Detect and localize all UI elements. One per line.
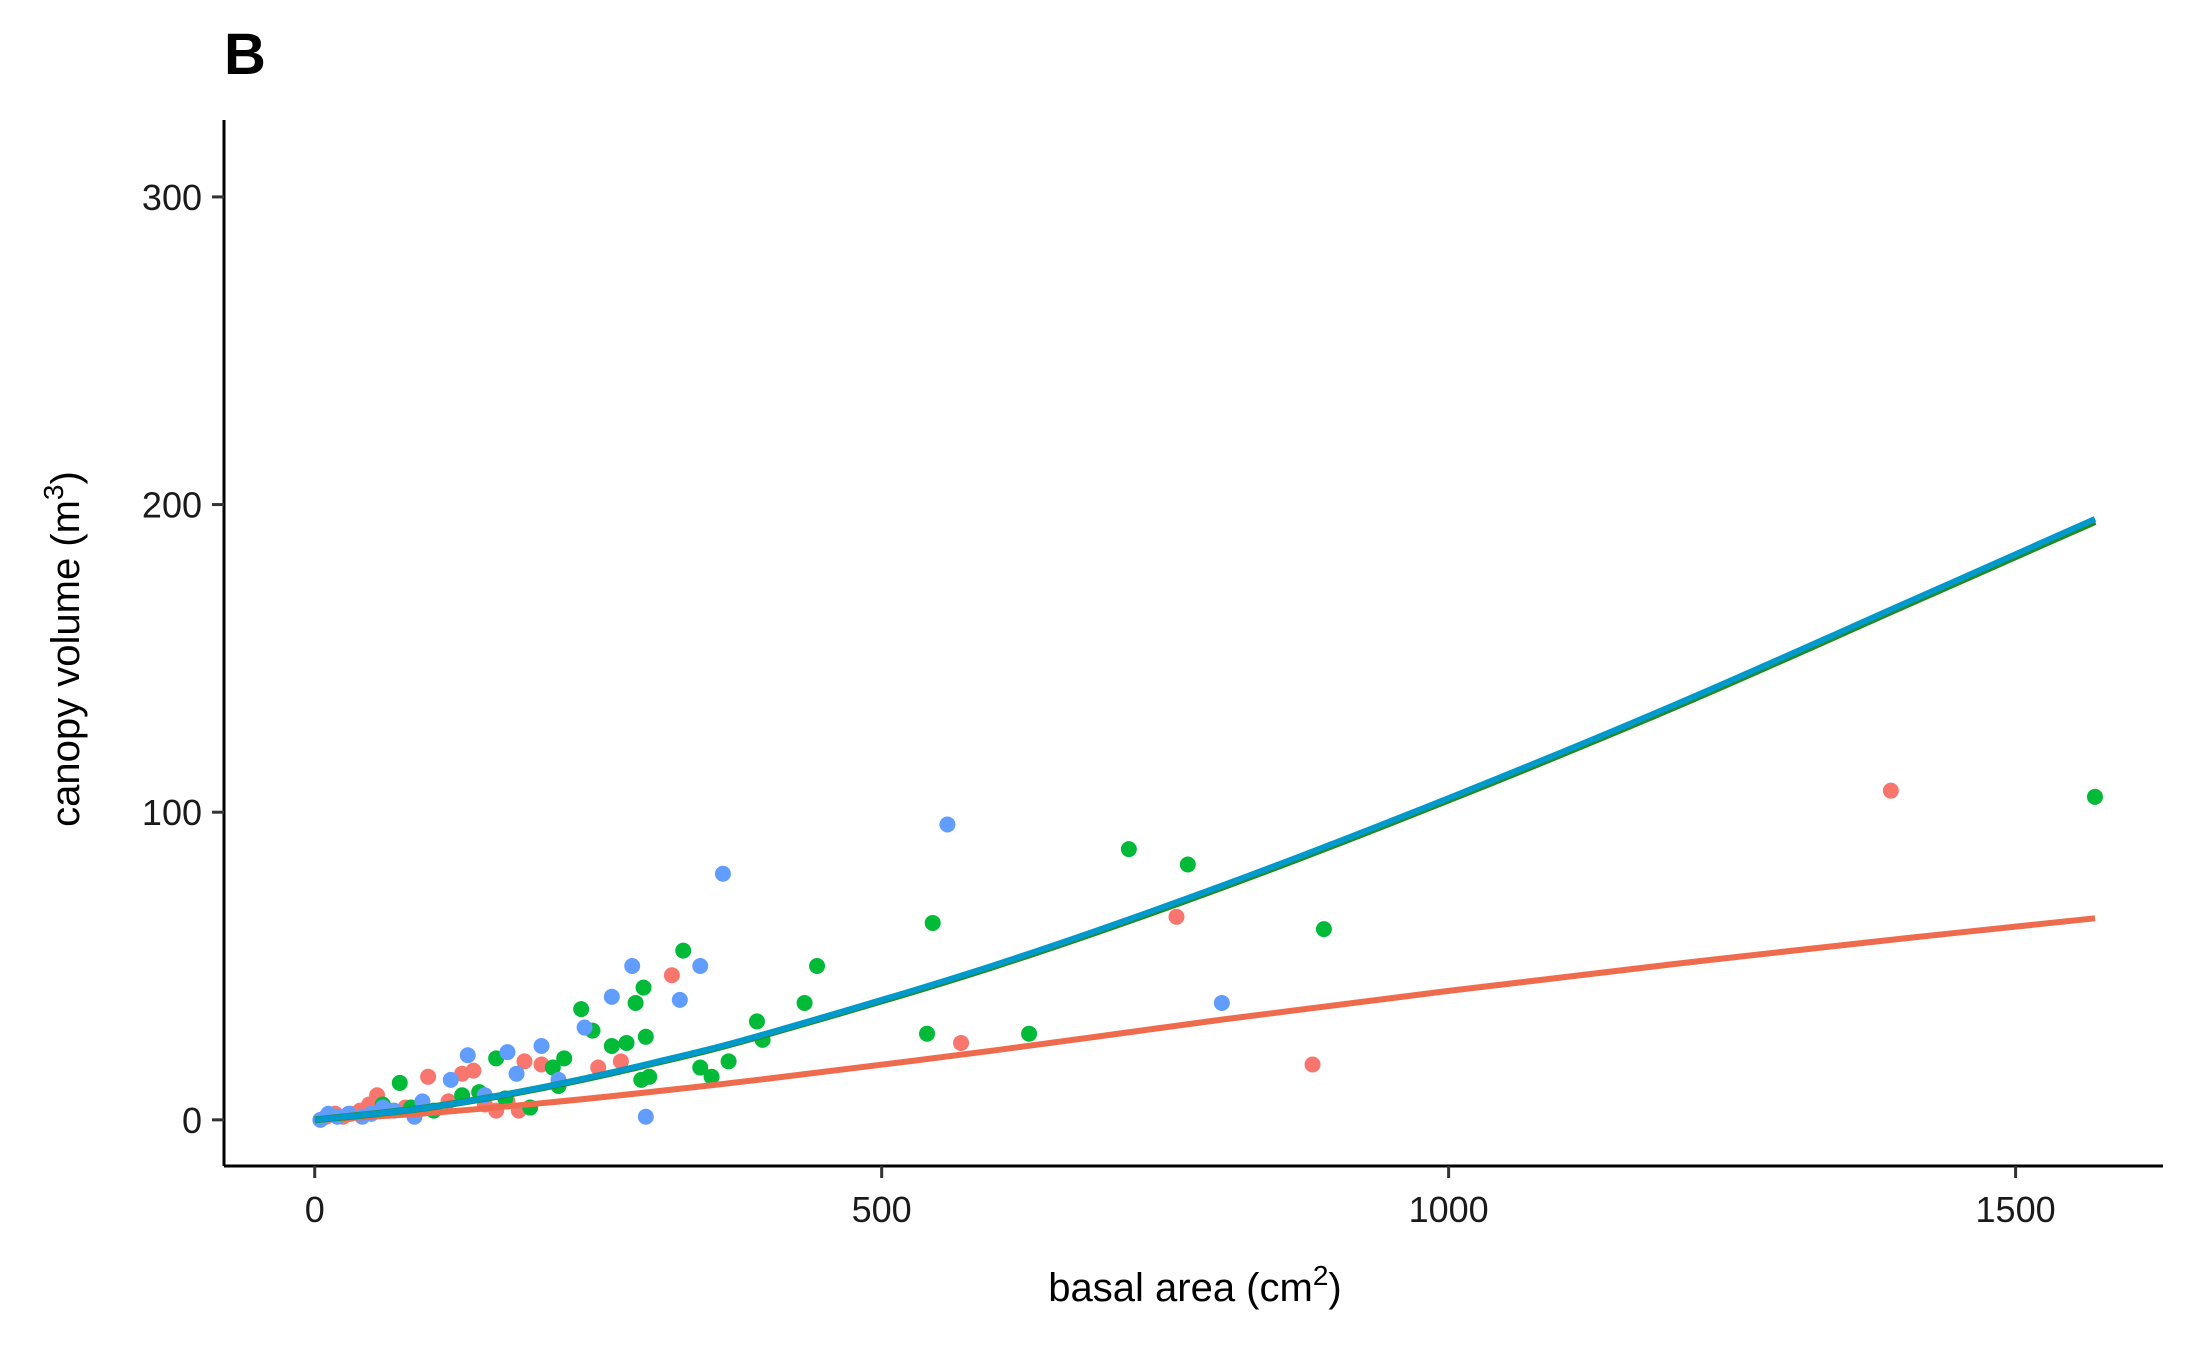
- x-axis-title-superscript: 2: [1313, 1260, 1329, 1291]
- data-point: [391, 1074, 408, 1091]
- x-axis-title-text: basal area (cm: [1048, 1266, 1313, 1310]
- data-point: [663, 967, 680, 984]
- data-point: [641, 1068, 658, 1085]
- x-tick-label: 500: [852, 1189, 912, 1230]
- series-1-fit-line: [314, 915, 2096, 1123]
- data-point: [1304, 1056, 1321, 1073]
- data-point: [1120, 841, 1137, 858]
- data-point: [1179, 856, 1196, 873]
- data-point: [603, 1038, 620, 1055]
- data-point: [499, 1044, 516, 1061]
- data-point: [603, 988, 620, 1005]
- data-point: [939, 816, 956, 833]
- data-point: [612, 1053, 629, 1070]
- x-axis-title-end: ): [1328, 1266, 1341, 1310]
- series-3-fit-line: [314, 516, 2097, 1123]
- data-point: [576, 1019, 593, 1036]
- data-point: [1213, 994, 1230, 1011]
- data-point: [1882, 782, 1899, 799]
- data-point: [809, 958, 826, 975]
- x-tick-label: 1000: [1409, 1189, 1489, 1230]
- data-point: [508, 1065, 525, 1082]
- y-axis-title-superscript: 3: [38, 484, 69, 500]
- data-point: [533, 1038, 550, 1055]
- data-point: [459, 1047, 476, 1064]
- data-point: [637, 1108, 654, 1125]
- data-point: [1315, 921, 1332, 938]
- data-point: [544, 1059, 561, 1076]
- data-point: [748, 1013, 765, 1030]
- data-point: [714, 865, 731, 882]
- y-tick-label: 0: [182, 1100, 202, 1141]
- data-point: [1168, 908, 1185, 925]
- data-point: [671, 991, 688, 1008]
- y-axis-ticks: 0 100 200 300: [142, 177, 224, 1141]
- data-point: [720, 1053, 737, 1070]
- data-point: [627, 994, 644, 1011]
- data-point: [516, 1053, 533, 1070]
- data-point: [420, 1068, 437, 1085]
- data-point: [924, 914, 941, 931]
- panel-label: B: [224, 22, 266, 87]
- y-axis-title: canopy volume (m3): [38, 471, 88, 827]
- data-point: [953, 1034, 970, 1051]
- data-point: [556, 1050, 573, 1067]
- x-tick-label: 1500: [1976, 1189, 2056, 1230]
- data-point: [618, 1034, 635, 1051]
- data-point: [573, 1001, 590, 1018]
- data-point: [703, 1068, 720, 1085]
- data-point: [1021, 1025, 1038, 1042]
- data-point: [465, 1062, 482, 1079]
- data-point: [692, 958, 709, 975]
- x-axis-ticks: 0 500 1000 1500: [305, 1166, 2056, 1230]
- y-axis-title-text: canopy volume (m: [44, 500, 88, 827]
- data-point: [637, 1028, 654, 1045]
- y-tick-label: 200: [142, 485, 202, 526]
- data-point: [796, 994, 813, 1011]
- data-point: [919, 1025, 936, 1042]
- data-point: [2086, 788, 2103, 805]
- y-tick-label: 100: [142, 792, 202, 833]
- data-point: [692, 1059, 709, 1076]
- y-axis-title-end: ): [44, 471, 88, 484]
- data-point: [675, 942, 692, 959]
- data-point: [624, 958, 641, 975]
- x-axis-title: basal area (cm2): [1048, 1260, 1341, 1310]
- x-tick-label: 0: [305, 1189, 325, 1230]
- data-point: [442, 1071, 459, 1088]
- plot-area: [312, 516, 2103, 1128]
- data-point: [635, 979, 652, 996]
- y-tick-label: 300: [142, 177, 202, 218]
